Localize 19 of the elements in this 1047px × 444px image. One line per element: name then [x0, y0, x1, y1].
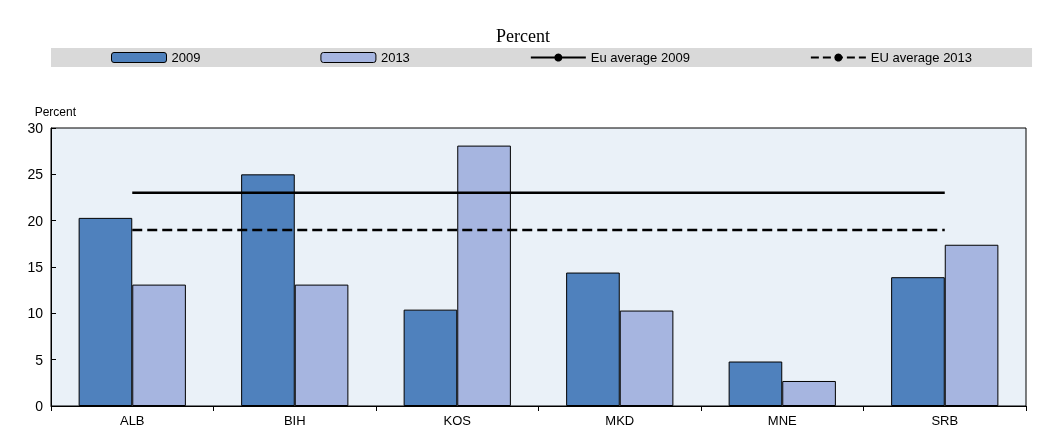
x-tick-label: KOS — [443, 413, 472, 428]
y-axis-title: Percent — [34, 105, 77, 119]
y-tick-label: 5 — [35, 351, 44, 368]
legend-label: Eu average 2009 — [590, 50, 690, 65]
legend-label: 2009 — [171, 50, 201, 65]
y-tick-label: 25 — [27, 166, 44, 183]
x-tick-label: BIH — [283, 413, 306, 428]
x-tick-label: MKD — [605, 413, 635, 428]
x-tick-label: ALB — [119, 413, 145, 428]
chart-title: Percent — [496, 26, 550, 46]
y-tick-label: 15 — [27, 259, 44, 275]
y-tick-label: 30 — [27, 120, 44, 136]
y-tick-label: 20 — [27, 212, 44, 229]
x-tick-label: MNE — [767, 413, 798, 428]
legend-label: EU average 2013 — [870, 50, 973, 65]
x-tick-label: SRB — [931, 413, 959, 428]
legend-label: 2013 — [380, 50, 410, 65]
y-tick-label: 0 — [35, 398, 44, 414]
y-tick-label: 10 — [27, 305, 44, 322]
